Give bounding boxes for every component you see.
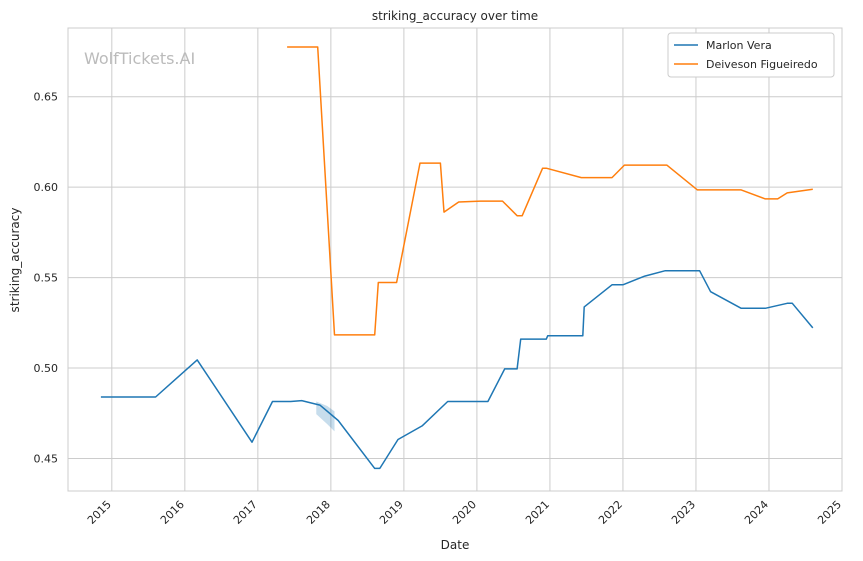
series-lines bbox=[100, 46, 814, 470]
x-axis-title: Date bbox=[441, 538, 470, 552]
legend-label-marlon-vera: Marlon Vera bbox=[706, 39, 772, 52]
confidence-band-0 bbox=[316, 401, 335, 432]
watermark: WolfTickets.AI bbox=[84, 49, 195, 68]
y-tick-label: 0.55 bbox=[34, 272, 59, 285]
y-tick-label: 0.45 bbox=[34, 452, 59, 465]
y-tick-label: 0.50 bbox=[34, 362, 59, 375]
y-axis-title: striking_accuracy bbox=[8, 208, 22, 313]
legend-box bbox=[667, 32, 835, 78]
series-line-deiveson-figueiredo bbox=[287, 46, 813, 336]
series-line-marlon-vera bbox=[100, 269, 814, 470]
confidence-band bbox=[316, 401, 335, 432]
chart-title: striking_accuracy over time bbox=[372, 9, 538, 23]
plot-frame bbox=[67, 27, 843, 492]
y-tick-label: 0.65 bbox=[34, 91, 59, 104]
legend: Marlon Vera Deiveson Figueiredo bbox=[667, 32, 835, 78]
y-tick-label: 0.60 bbox=[34, 181, 59, 194]
y-axis-ticks: 0.45 0.50 0.55 0.60 0.65 bbox=[34, 91, 59, 466]
legend-label-deiveson-figueiredo: Deiveson Figueiredo bbox=[706, 58, 818, 71]
